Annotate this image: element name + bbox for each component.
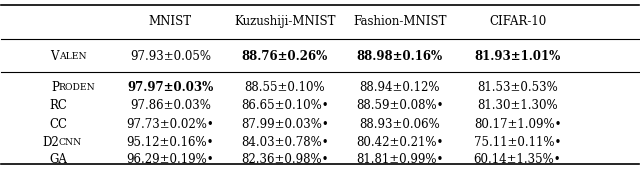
- Text: 81.30±1.30%: 81.30±1.30%: [477, 99, 558, 112]
- Text: GA: GA: [50, 153, 68, 166]
- Text: CNN: CNN: [59, 138, 82, 147]
- Text: 88.98±0.16%: 88.98±0.16%: [356, 50, 443, 63]
- Text: ALEN: ALEN: [59, 52, 86, 61]
- Text: 60.14±1.35%•: 60.14±1.35%•: [474, 153, 561, 166]
- Text: D2: D2: [42, 136, 59, 149]
- Text: CC: CC: [50, 118, 68, 131]
- Text: 81.53±0.53%: 81.53±0.53%: [477, 81, 558, 94]
- Text: 88.76±0.26%: 88.76±0.26%: [242, 50, 328, 63]
- Text: 81.93±1.01%: 81.93±1.01%: [474, 50, 561, 63]
- Text: 87.99±0.03%•: 87.99±0.03%•: [241, 118, 329, 131]
- Text: 96.29±0.19%•: 96.29±0.19%•: [127, 153, 214, 166]
- Text: 88.94±0.12%: 88.94±0.12%: [360, 81, 440, 94]
- Text: 95.12±0.16%•: 95.12±0.16%•: [127, 136, 214, 149]
- Text: 82.36±0.98%•: 82.36±0.98%•: [241, 153, 329, 166]
- Text: V: V: [50, 50, 59, 63]
- Text: RC: RC: [50, 99, 68, 112]
- Text: 97.97±0.03%: 97.97±0.03%: [127, 81, 213, 94]
- Text: P: P: [51, 81, 59, 94]
- Text: 88.55±0.10%: 88.55±0.10%: [244, 81, 325, 94]
- Text: 86.65±0.10%•: 86.65±0.10%•: [241, 99, 329, 112]
- Text: Kuzushiji-MNIST: Kuzushiji-MNIST: [234, 15, 336, 28]
- Text: 97.93±0.05%: 97.93±0.05%: [130, 50, 211, 63]
- Text: 97.86±0.03%: 97.86±0.03%: [130, 99, 211, 112]
- Text: Fashion-MNIST: Fashion-MNIST: [353, 15, 447, 28]
- Text: 88.59±0.08%•: 88.59±0.08%•: [356, 99, 444, 112]
- Text: 75.11±0.11%•: 75.11±0.11%•: [474, 136, 561, 149]
- Text: 81.81±0.99%•: 81.81±0.99%•: [356, 153, 444, 166]
- Text: RODEN: RODEN: [59, 83, 95, 92]
- Text: CIFAR-10: CIFAR-10: [489, 15, 546, 28]
- Text: MNIST: MNIST: [148, 15, 192, 28]
- Text: 80.42±0.21%•: 80.42±0.21%•: [356, 136, 444, 149]
- Text: 80.17±1.09%•: 80.17±1.09%•: [474, 118, 561, 131]
- Text: 84.03±0.78%•: 84.03±0.78%•: [241, 136, 329, 149]
- Text: 97.73±0.02%•: 97.73±0.02%•: [126, 118, 214, 131]
- Text: 88.93±0.06%: 88.93±0.06%: [359, 118, 440, 131]
